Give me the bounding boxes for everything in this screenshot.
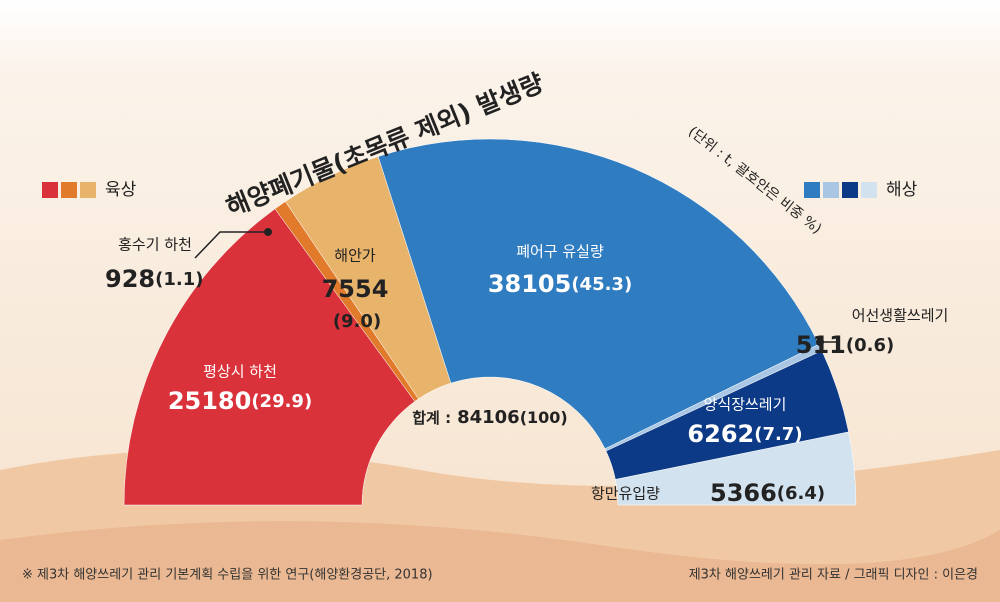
donut-segment [123, 208, 416, 506]
value-label: 38105(45.3) [488, 270, 632, 298]
legend-swatch [42, 182, 58, 198]
value-label: 511(0.6) [796, 331, 894, 359]
legend-label: 해상 [886, 180, 918, 200]
source-note: ※ 제3차 해양쓰레기 관리 기본계획 수립을 위한 연구(해양환경공단, 20… [22, 568, 433, 583]
category-label: 항만유입량 [591, 485, 660, 503]
category-label: 어선생활쓰레기 [852, 307, 949, 325]
value-label: 5366(6.4) [710, 479, 825, 507]
share-number: (0.6) [846, 335, 894, 356]
share-number: (45.3) [571, 274, 632, 295]
legend-swatch [61, 182, 77, 198]
legend-swatch [80, 182, 96, 198]
plot: 평상시 하천 25180(29.9) 홍수기 하천 928(1.1) 해안가 7554 (9… [42, 138, 949, 507]
total-name: 합계 : [412, 409, 451, 427]
value-label: 6262(7.7) [687, 420, 802, 448]
legend-swatch [842, 182, 858, 198]
value-label: 7554 [322, 275, 389, 303]
credit-note: 제3차 해양쓰레기 관리 자료 / 그래픽 디자인 : 이은경 [689, 568, 978, 583]
value-number: 25180 [168, 387, 252, 415]
legend-swatch [861, 182, 877, 198]
leader-line [194, 231, 268, 259]
value-label: 928(1.1) [105, 265, 203, 293]
donut-segment [377, 138, 820, 450]
share-label: (9.0) [333, 311, 381, 332]
share-number: (7.7) [754, 424, 802, 445]
leader-dot [264, 228, 272, 236]
share-number: (6.4) [777, 483, 825, 504]
legend-label: 육상 [105, 180, 137, 200]
total-label: 합계 : 84106(100) [412, 407, 567, 428]
value-label: 25180(29.9) [168, 387, 312, 415]
total-share: (100) [520, 408, 568, 427]
category-label: 홍수기 하천 [118, 236, 192, 254]
legend-swatch [823, 182, 839, 198]
leader-dot [816, 338, 824, 346]
legend-swatch [804, 182, 820, 198]
value-number: 5366 [710, 479, 777, 507]
value-number: 7554 [322, 275, 389, 303]
share-number: (1.1) [155, 269, 203, 290]
category-label: 평상시 하천 [203, 363, 277, 381]
value-number: 6262 [687, 420, 754, 448]
share-number: (29.9) [251, 391, 312, 412]
category-label: 해안가 [334, 247, 376, 265]
category-label: 양식장쓰레기 [704, 396, 787, 414]
total-value: 84106 [457, 407, 520, 428]
value-number: 928 [105, 265, 155, 293]
sand [0, 521, 1000, 602]
donut-segment [615, 431, 857, 506]
value-number: 38105 [488, 270, 572, 298]
category-label: 폐어구 유실량 [516, 243, 604, 261]
